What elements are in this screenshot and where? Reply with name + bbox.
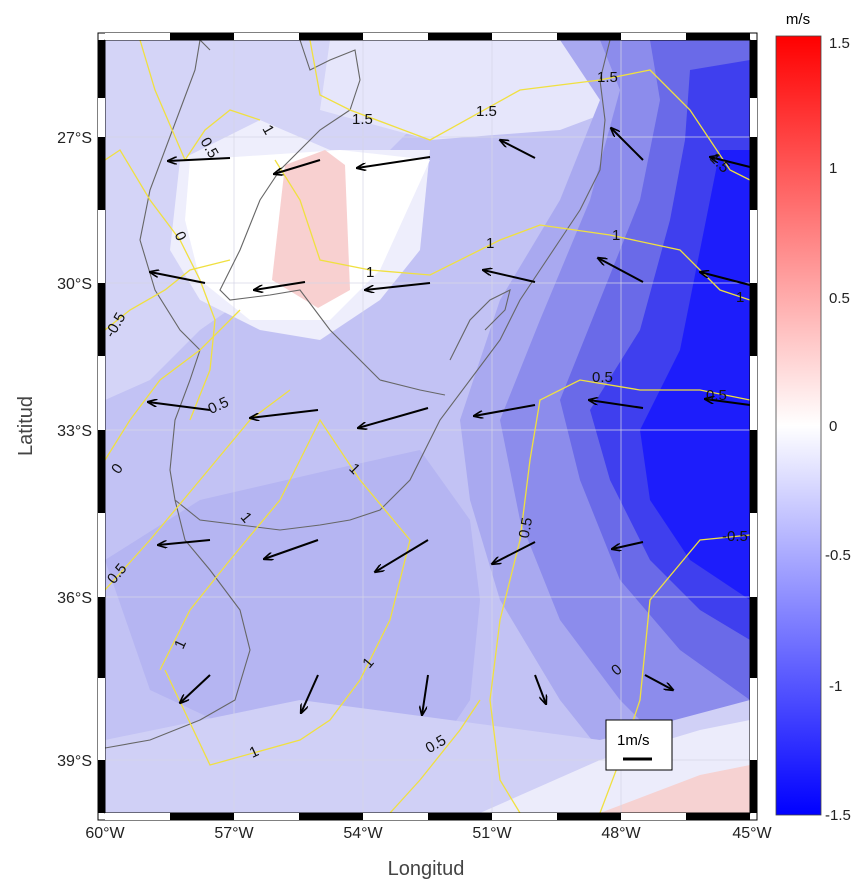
contour-label: 1	[612, 227, 620, 244]
y-tick-label: 33°S	[57, 423, 92, 440]
colorbar-unit: m/s	[786, 11, 810, 28]
x-tick-label: 57°W	[214, 825, 254, 842]
x-tick-label: 48°W	[601, 825, 641, 842]
colorbar-tick: -1	[829, 678, 842, 695]
colorbar-tick: 0.5	[829, 290, 850, 307]
contour-label: 0.5	[706, 387, 727, 404]
x-tick-labels: 60°W 57°W 54°W 51°W 48°W 45°W	[85, 825, 772, 842]
contour-label: 1	[736, 289, 744, 306]
colorbar-tick: 1.5	[829, 35, 850, 52]
y-axis-label: Latitud	[15, 396, 37, 456]
colorbar-tick: -1.5	[825, 807, 851, 824]
vector-arrows	[148, 128, 751, 715]
map-frame	[97, 32, 758, 821]
colorbar-tick: -0.5	[825, 547, 851, 564]
contour-label: 1.5	[476, 103, 497, 120]
x-tick-label: 45°W	[732, 825, 772, 842]
y-tick-label: 30°S	[57, 276, 92, 293]
contour-label: 1	[486, 235, 494, 252]
velocity-field	[105, 40, 750, 813]
x-tick-label: 54°W	[343, 825, 383, 842]
x-tick-label: 60°W	[85, 825, 125, 842]
contour-label: 1.5	[352, 111, 373, 128]
y-tick-labels: 27°S 30°S 33°S 36°S 39°S	[57, 130, 92, 770]
contour-label: 1	[366, 264, 374, 281]
y-tick-label: 39°S	[57, 753, 92, 770]
contour-label: 0.5	[592, 369, 613, 386]
colorbar-ramp	[775, 35, 822, 816]
contour-label: 0.5	[516, 516, 536, 539]
y-tick-label: 27°S	[57, 130, 92, 147]
scale-reference: 1m/s	[605, 719, 673, 771]
colorbar: m/s 1.5 1 0.5 0 -0.5 -1 -1.5	[775, 11, 851, 824]
x-axis-label: Longitud	[388, 858, 465, 880]
contour-label: 1.5	[597, 69, 618, 86]
colorbar-tick: 1	[829, 160, 837, 177]
contour-lines	[105, 40, 750, 813]
colorbar-tick: 0	[829, 418, 837, 435]
x-tick-label: 51°W	[472, 825, 512, 842]
coastline	[105, 40, 611, 749]
y-tick-label: 36°S	[57, 590, 92, 607]
contour-label: -0.5	[722, 528, 748, 545]
scale-label: 1m/s	[617, 732, 650, 749]
